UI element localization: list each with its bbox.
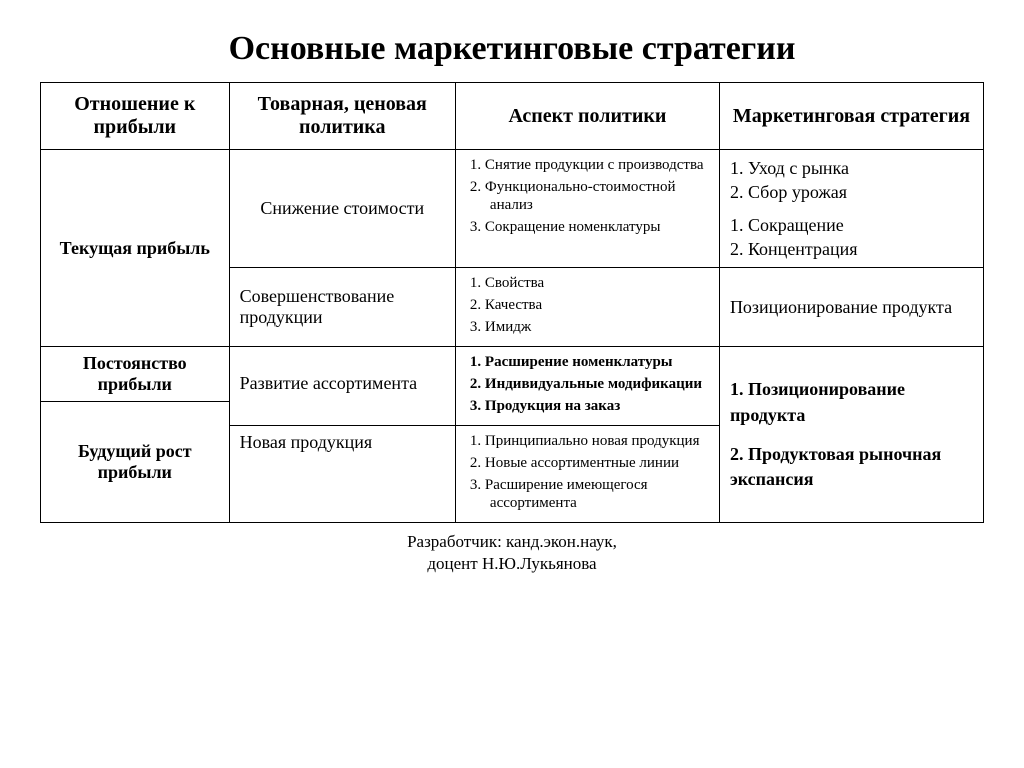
strategy-line: 1. Сокращение bbox=[730, 213, 973, 237]
strategy-line: 2. Концентрация bbox=[730, 237, 973, 261]
cell-aspects-1: 1. Снятие продукции с производства 2. Фу… bbox=[455, 150, 719, 268]
footer-line-1: Разработчик: канд.экон.наук, bbox=[40, 531, 984, 553]
list-item: 2. Качества bbox=[470, 296, 709, 314]
list-item: 2. Функционально-стоимостной анализ bbox=[470, 178, 709, 214]
cell-policy-new-product: Новая продукция bbox=[229, 426, 455, 523]
header-col-2: Товарная, ценовая политика bbox=[229, 83, 455, 150]
footer-credit: Разработчик: канд.экон.наук, доцент Н.Ю.… bbox=[40, 531, 984, 575]
list-item: 2. Новые ассортиментные линии bbox=[470, 454, 709, 472]
cell-strategy-1: 1. Уход с рынка 2. Сбор урожая 1. Сокращ… bbox=[719, 150, 983, 268]
header-col-1: Отношение к прибыли bbox=[41, 83, 230, 150]
list-item: 1. Принципиально новая продукция bbox=[470, 432, 709, 450]
cell-aspects-2: 1. Свойства 2. Качества 3. Имидж bbox=[455, 268, 719, 347]
cell-profit-constant: Постоянство прибыли bbox=[41, 347, 230, 402]
list-item: 3. Расширение имеющегося ассортимента bbox=[470, 476, 709, 512]
list-item: 3. Имидж bbox=[470, 318, 709, 336]
cell-aspects-3: 1. Расширение номенклатуры 2. Индивидуал… bbox=[455, 347, 719, 426]
table-row: Текущая прибыль Снижение стоимости 1. Сн… bbox=[41, 150, 984, 268]
strategy-line: 1. Уход с рынка bbox=[730, 156, 973, 180]
list-item: 1. Снятие продукции с производства bbox=[470, 156, 709, 174]
list-item: 1. Свойства bbox=[470, 274, 709, 292]
strategy-line: 1. Позиционирование продукта bbox=[730, 377, 973, 427]
strategies-table: Отношение к прибыли Товарная, ценовая по… bbox=[40, 82, 984, 523]
list-item: 1. Расширение номенклатуры bbox=[470, 353, 709, 371]
cell-aspects-4: 1. Принципиально новая продукция 2. Новы… bbox=[455, 426, 719, 523]
header-col-3: Аспект политики bbox=[455, 83, 719, 150]
table-header-row: Отношение к прибыли Товарная, ценовая по… bbox=[41, 83, 984, 150]
list-item: 3. Сокращение номенклатуры bbox=[470, 218, 709, 236]
cell-strategy-3: 1. Позиционирование продукта 2. Продукто… bbox=[719, 347, 983, 523]
table-row: Постоянство прибыли Развитие ассортимент… bbox=[41, 347, 984, 402]
cell-profit-current: Текущая прибыль bbox=[41, 150, 230, 347]
strategy-line: 2. Продуктовая рыночная экспансия bbox=[730, 442, 973, 492]
footer-line-2: доцент Н.Ю.Лукьянова bbox=[40, 553, 984, 575]
cell-policy-cost-reduction: Снижение стоимости bbox=[229, 150, 455, 268]
header-col-4: Маркетинговая стратегия bbox=[719, 83, 983, 150]
cell-profit-future: Будущий рост прибыли bbox=[41, 402, 230, 523]
strategy-line: 2. Сбор урожая bbox=[730, 180, 973, 204]
list-item: 3. Продукция на заказ bbox=[470, 397, 709, 415]
page-title: Основные маркетинговые стратегии bbox=[40, 30, 984, 68]
list-item: 2. Индивидуальные модификации bbox=[470, 375, 709, 393]
cell-policy-improvement: Совершенствование продукции bbox=[229, 268, 455, 347]
cell-strategy-2: Позиционирование продукта bbox=[719, 268, 983, 347]
cell-policy-assortment: Развитие ассортимента bbox=[229, 347, 455, 426]
